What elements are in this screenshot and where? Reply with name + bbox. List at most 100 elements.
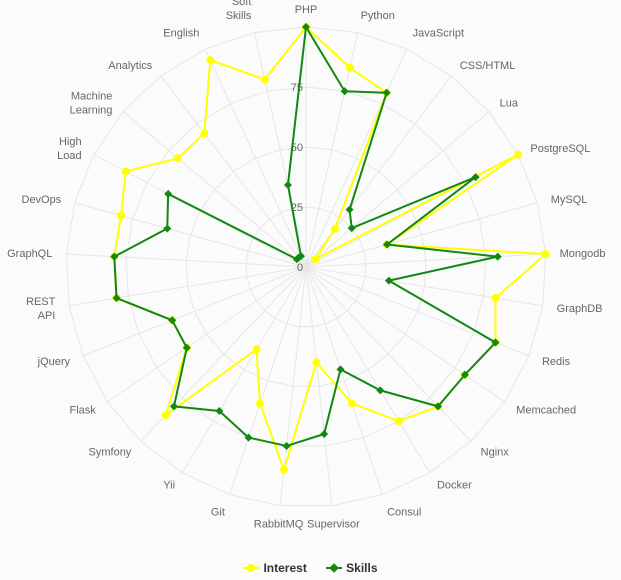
category-label: GraphDB <box>557 303 603 315</box>
data-point[interactable] <box>311 255 320 264</box>
category-label: Soft Skills <box>226 0 252 22</box>
data-point[interactable] <box>382 240 391 249</box>
tick-label: 75 <box>291 82 303 94</box>
data-point[interactable] <box>173 154 182 163</box>
data-point[interactable] <box>347 399 356 408</box>
data-point[interactable] <box>491 338 500 347</box>
data-point[interactable] <box>493 252 502 261</box>
grid-spoke <box>305 202 538 268</box>
data-point[interactable] <box>320 430 329 439</box>
data-point[interactable] <box>161 411 170 420</box>
category-label: JavaScript <box>413 27 464 39</box>
data-point[interactable] <box>347 224 356 233</box>
series-skills <box>110 23 502 450</box>
category-label: PostgreSQL <box>530 143 590 155</box>
category-label: Redis <box>542 356 571 368</box>
data-point[interactable] <box>282 441 291 450</box>
grid-spoke <box>204 48 307 268</box>
grid-spoke <box>305 266 333 506</box>
data-point[interactable] <box>215 406 224 415</box>
series-line <box>113 26 547 471</box>
data-point[interactable] <box>491 294 500 303</box>
category-label: PHP <box>295 4 318 16</box>
data-point[interactable] <box>121 167 130 176</box>
grid-ring <box>185 146 427 387</box>
legend-swatch-interest <box>243 562 260 574</box>
grid-spoke <box>228 266 307 495</box>
grid-spoke <box>305 266 384 495</box>
legend: Interest Skills <box>0 561 621 577</box>
data-point[interactable] <box>252 345 261 354</box>
grid-spoke <box>305 111 490 268</box>
data-point[interactable] <box>163 224 172 233</box>
series-line <box>113 26 499 447</box>
category-label: Docker <box>437 480 472 492</box>
legend-item-skills[interactable]: Skills <box>326 561 378 575</box>
grid-spoke <box>74 202 307 268</box>
data-point[interactable] <box>312 358 321 367</box>
category-label: Lua <box>500 98 519 110</box>
grid-spoke <box>305 266 505 403</box>
data-point[interactable] <box>283 180 292 189</box>
data-point[interactable] <box>336 365 345 374</box>
grid-spoke <box>181 266 307 473</box>
grid-spoke <box>107 266 307 403</box>
grid-ring <box>65 26 547 507</box>
data-point[interactable] <box>169 402 178 411</box>
data-point[interactable] <box>256 399 265 408</box>
data-point[interactable] <box>541 250 550 259</box>
data-point[interactable] <box>206 56 215 65</box>
data-point[interactable] <box>200 129 209 138</box>
category-label: Supervisor <box>307 519 360 531</box>
data-point[interactable] <box>112 294 121 303</box>
data-point[interactable] <box>260 75 269 84</box>
category-label: DevOps <box>22 194 62 206</box>
data-point[interactable] <box>110 252 119 261</box>
grid-spoke <box>253 32 307 268</box>
grid-spoke <box>305 266 543 307</box>
category-label: Symfony <box>89 446 132 458</box>
grid-spoke <box>69 266 307 307</box>
grid-spoke <box>82 266 307 357</box>
data-point[interactable] <box>302 23 310 31</box>
category-label: English <box>163 27 199 39</box>
data-point[interactable] <box>279 465 288 474</box>
data-point[interactable] <box>514 150 523 159</box>
data-point[interactable] <box>345 63 354 72</box>
legend-label-interest: Interest <box>263 561 307 575</box>
data-point[interactable] <box>116 211 125 220</box>
data-point[interactable] <box>296 252 305 261</box>
category-label: Yii <box>163 480 175 492</box>
data-point[interactable] <box>331 224 340 233</box>
data-point[interactable] <box>182 343 191 352</box>
data-point[interactable] <box>460 370 469 379</box>
legend-item-interest[interactable]: Interest <box>243 561 307 575</box>
category-label: Consul <box>387 507 421 519</box>
category-label: High Load <box>57 136 81 162</box>
grid-spoke <box>305 253 546 268</box>
grid-spoke <box>305 266 431 473</box>
data-point[interactable] <box>244 433 253 442</box>
data-point[interactable] <box>394 417 403 426</box>
category-labels: PHP Python JavaScript CSS/HTML Lua PostgreSQL… <box>7 0 605 531</box>
grid-spoke <box>160 75 307 268</box>
data-point[interactable] <box>384 276 393 285</box>
data-point[interactable] <box>164 189 173 198</box>
data-point[interactable] <box>168 316 177 325</box>
data-point[interactable] <box>471 173 480 182</box>
category-label: RabbitMQ <box>254 519 304 531</box>
data-point[interactable] <box>340 87 349 96</box>
data-point[interactable] <box>382 88 391 97</box>
category-label: REST API <box>26 296 56 322</box>
category-label: MySQL <box>551 194 588 206</box>
data-point[interactable] <box>376 386 385 395</box>
data-point[interactable] <box>434 402 443 411</box>
data-point[interactable] <box>345 205 354 214</box>
legend-label-skills: Skills <box>346 561 378 575</box>
grid <box>65 26 547 507</box>
grid-spoke <box>66 253 307 268</box>
tick-label: 50 <box>291 142 303 154</box>
category-label: Git <box>211 507 225 519</box>
grid-spoke <box>122 111 307 268</box>
tick-label: 25 <box>291 202 303 214</box>
